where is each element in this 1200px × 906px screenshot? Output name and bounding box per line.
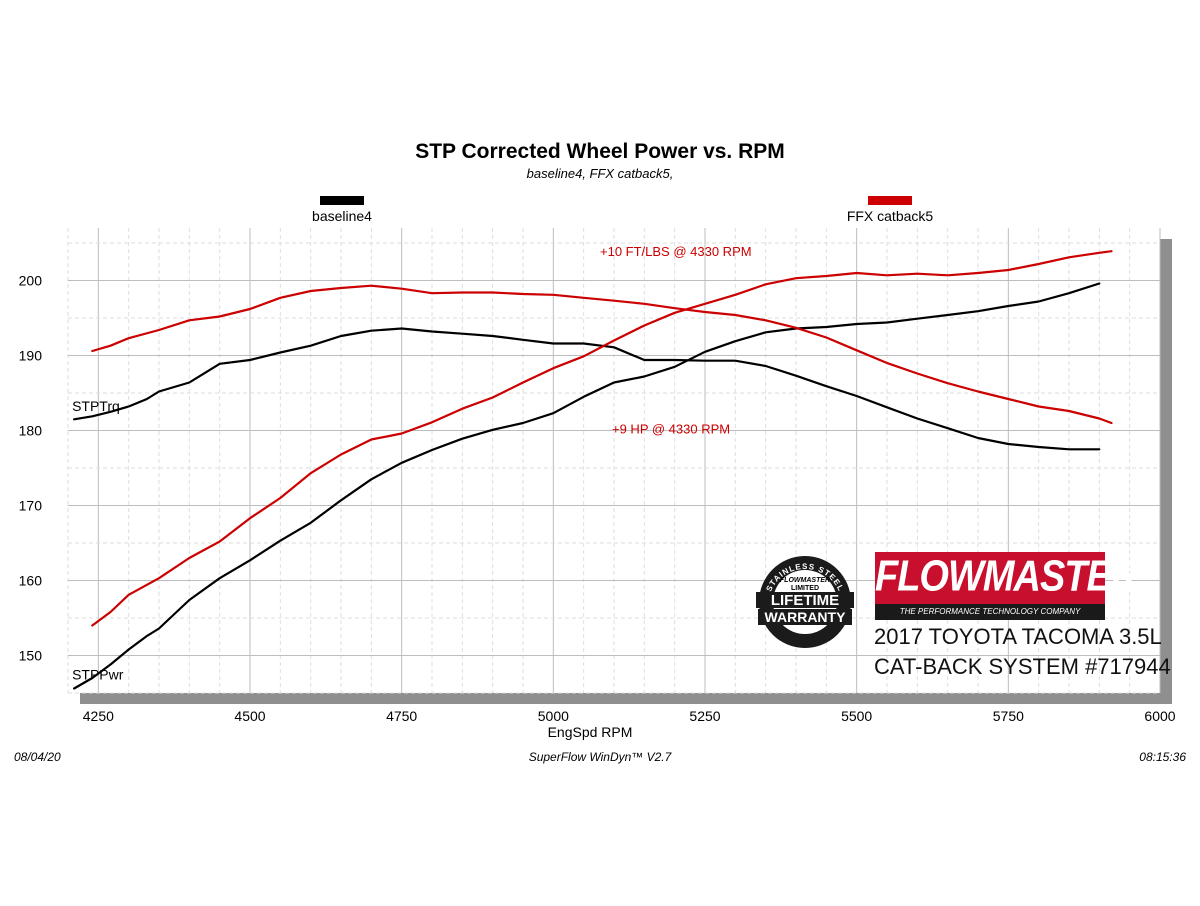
x-tick-labels: 4250 4500 4750 5000 5250 5500 5750 6000 <box>83 708 1176 724</box>
y-tick-label: 170 <box>19 498 43 514</box>
series-line-ffx-catback5-stppwr <box>91 250 1113 627</box>
footer-date: 08/04/20 <box>14 750 61 764</box>
lifetime-warranty-badge: STAINLESS STEEL FLOWMASTER LIMITED LIFET… <box>752 552 858 657</box>
x-tick-label: 6000 <box>1144 708 1175 724</box>
vehicle-title: 2017 TOYOTA TACOMA 3.5L <box>874 624 1162 649</box>
annotation-gain: +10 FT/LBS @ 4330 RPM <box>600 244 752 259</box>
y-tick-label: 180 <box>19 423 43 439</box>
x-tick-label: 5750 <box>993 708 1024 724</box>
y-tick-labels: 150 160 170 180 190 200 <box>19 273 43 664</box>
badge-brand-text: FLOWMASTER <box>780 577 830 584</box>
y-tick-label: 190 <box>19 348 43 364</box>
legend-label-ffx-catback5: FFX catback5 <box>846 208 934 224</box>
legend-label-baseline4: baseline4 <box>312 208 372 224</box>
footer-software: SuperFlow WinDyn™ V2.7 <box>528 750 672 764</box>
legend-item-ffx-catback5: FFX catback5 <box>800 196 980 224</box>
legend-swatch-baseline4 <box>320 196 364 205</box>
chart-title: STP Corrected Wheel Power vs. RPM <box>415 140 785 163</box>
series-line-ffx-catback5-stptrq <box>91 284 1113 425</box>
series-line-baseline4-stptrq <box>72 327 1101 451</box>
brand-tagline: THE PERFORMANCE TECHNOLOGY COMPANY <box>875 604 1105 620</box>
vehicle-part-number: CAT-BACK SYSTEM #717944 <box>874 654 1171 679</box>
badge-banner-top <box>756 592 854 608</box>
brand-name: FLOWMASTER <box>875 552 1138 602</box>
x-tick-label: 5000 <box>538 708 569 724</box>
curve-label-stptrq: STPTrq <box>72 398 120 414</box>
y-tick-label: 160 <box>19 573 43 589</box>
x-tick-label: 4750 <box>386 708 417 724</box>
badge-warranty-text: WARRANTY <box>765 609 847 625</box>
badge-banner-bottom <box>758 609 852 625</box>
badge-lifetime-text: LIFETIME <box>771 592 839 609</box>
curve-labels: STPTrq STPPwr <box>72 398 124 683</box>
series-lines <box>72 250 1113 690</box>
x-tick-label: 5250 <box>689 708 720 724</box>
x-tick-label: 4250 <box>83 708 114 724</box>
grid-lines <box>67 228 1161 694</box>
badge-limited-text: LIMITED <box>791 585 819 592</box>
flowmaster-logo: FLOWMASTER THE PERFORMANCE TECHNOLOGY CO… <box>875 552 1138 620</box>
x-axis-label: EngSpd RPM <box>548 724 633 740</box>
annotations: +10 FT/LBS @ 4330 RPM +9 HP @ 4330 RPM <box>600 244 752 437</box>
chart-subtitle: baseline4, FFX catback5, <box>526 166 674 181</box>
curve-label-stppwr: STPPwr <box>72 667 124 683</box>
legend-item-baseline4: baseline4 <box>252 196 432 224</box>
footer-time: 08:15:36 <box>1139 750 1186 764</box>
x-tick-label: 4500 <box>234 708 265 724</box>
legend-swatch-ffx-catback5 <box>868 196 912 205</box>
x-tick-label: 5500 <box>841 708 872 724</box>
series-line-baseline4-stppwr <box>72 282 1101 690</box>
y-tick-label: 150 <box>19 648 43 664</box>
warranty-badge-graphic: STAINLESS STEEL FLOWMASTER LIMITED LIFET… <box>756 556 854 648</box>
y-tick-label: 200 <box>19 273 43 289</box>
annotation-gain: +9 HP @ 4330 RPM <box>612 422 730 437</box>
